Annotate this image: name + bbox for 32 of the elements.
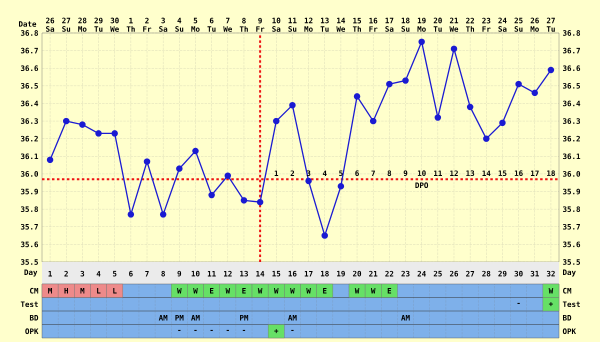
point <box>224 172 232 179</box>
point <box>354 93 360 100</box>
point <box>289 102 296 108</box>
point <box>256 198 264 206</box>
point <box>386 80 393 88</box>
point <box>466 104 474 110</box>
point <box>240 197 248 204</box>
point <box>532 90 538 96</box>
point <box>95 130 102 137</box>
point <box>273 118 280 124</box>
point <box>208 192 215 198</box>
point <box>418 38 425 46</box>
point <box>128 211 134 218</box>
point <box>46 156 54 164</box>
point <box>450 46 458 52</box>
point <box>402 77 409 84</box>
point <box>305 178 312 184</box>
point <box>176 165 183 172</box>
point <box>62 118 70 124</box>
point <box>483 135 490 142</box>
point <box>321 232 328 239</box>
point <box>192 148 199 154</box>
point <box>548 66 554 74</box>
point <box>370 118 376 124</box>
point <box>499 120 506 126</box>
point <box>160 211 166 218</box>
point <box>434 114 442 121</box>
point <box>111 130 118 137</box>
point <box>144 158 150 165</box>
point <box>515 80 522 88</box>
point <box>79 121 86 128</box>
point <box>338 183 344 190</box>
